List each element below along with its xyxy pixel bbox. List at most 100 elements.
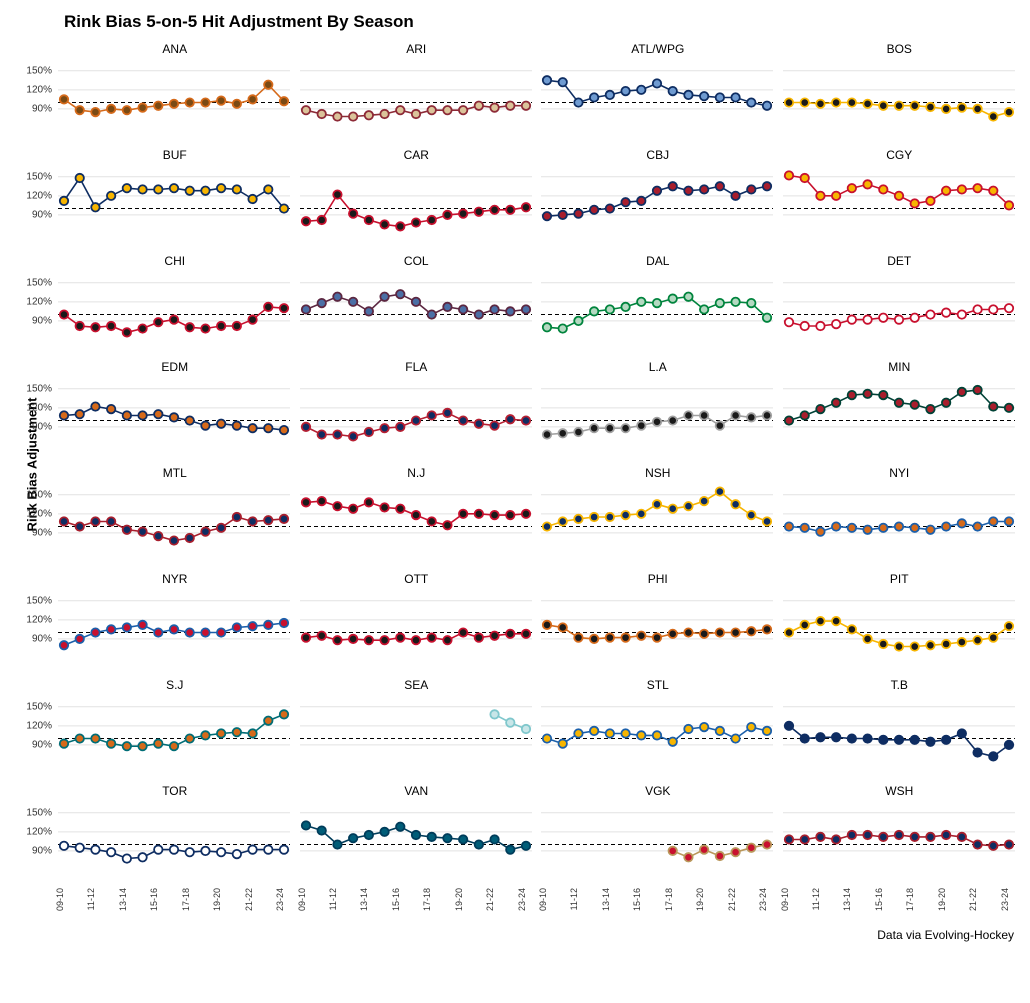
panel-tor: TOR90%120%150%	[54, 782, 296, 888]
plot-svg	[783, 58, 1015, 128]
x-tick-label: 15-16	[391, 888, 401, 911]
panel-title: CAR	[300, 146, 534, 164]
plot-svg	[58, 376, 290, 446]
x-tick-label: 23-24	[1000, 888, 1010, 911]
x-tick-label: 13-14	[359, 888, 369, 911]
chart-title: Rink Bias 5-on-5 Hit Adjustment By Seaso…	[64, 12, 1020, 32]
panel-title: BOS	[783, 40, 1017, 58]
x-tick-label: 17-18	[905, 888, 915, 911]
panel-nsh: NSH	[537, 464, 779, 570]
panel-title: BUF	[58, 146, 292, 164]
plot-svg	[300, 58, 532, 128]
panel-title: ATL/WPG	[541, 40, 775, 58]
x-tick-label: 11-12	[328, 888, 338, 910]
panel-ana: ANA90%120%150%	[54, 40, 296, 146]
panel-title: MTL	[58, 464, 292, 482]
panel-title: ANA	[58, 40, 292, 58]
x-tick-label: 13-14	[842, 888, 852, 911]
plot-svg	[58, 164, 290, 234]
x-tick-label: 17-18	[664, 888, 674, 911]
panel-title: NYI	[783, 464, 1017, 482]
plot-svg	[783, 694, 1015, 764]
panel-title: ARI	[300, 40, 534, 58]
panel-title: DET	[783, 252, 1017, 270]
panel-wsh: WSH	[779, 782, 1021, 888]
panel-title: L.A	[541, 358, 775, 376]
panel-sj: S.J90%120%150%	[54, 676, 296, 782]
plot-svg	[58, 800, 290, 870]
panel-mtl: MTL90%120%150%	[54, 464, 296, 570]
plot-svg	[541, 376, 773, 446]
x-tick-label: 11-12	[811, 888, 821, 910]
x-axis-cell: 09-1011-1213-1415-1617-1819-2021-2223-24	[296, 888, 538, 924]
y-tick-labels: 90%120%150%	[22, 270, 52, 340]
plot-svg	[300, 376, 532, 446]
x-tick-label: 19-20	[454, 888, 464, 911]
y-tick-labels: 90%120%150%	[22, 694, 52, 764]
panel-dal: DAL	[537, 252, 779, 358]
panel-nj: N.J	[296, 464, 538, 570]
panel-title: STL	[541, 676, 775, 694]
panel-cbj: CBJ	[537, 146, 779, 252]
plot-svg	[541, 164, 773, 234]
y-tick-labels: 90%120%150%	[22, 588, 52, 658]
panel-det: DET	[779, 252, 1021, 358]
panel-title: COL	[300, 252, 534, 270]
x-tick-label: 11-12	[86, 888, 96, 910]
x-tick-label: 21-22	[727, 888, 737, 911]
x-tick-label: 23-24	[517, 888, 527, 911]
panel-nyr: NYR90%120%150%	[54, 570, 296, 676]
plot-svg	[783, 482, 1015, 552]
panel-title: VAN	[300, 782, 534, 800]
panel-title: MIN	[783, 358, 1017, 376]
panel-title: WSH	[783, 782, 1017, 800]
panel-title: NYR	[58, 570, 292, 588]
x-tick-label: 21-22	[244, 888, 254, 911]
x-tick-label: 17-18	[181, 888, 191, 911]
plot-svg	[541, 800, 773, 870]
panel-fla: FLA	[296, 358, 538, 464]
plot-svg	[58, 482, 290, 552]
facet-grid: Rink Bias Adjustment ANA90%120%150%ARIAT…	[10, 40, 1020, 924]
plot-svg	[541, 270, 773, 340]
panel-title: VGK	[541, 782, 775, 800]
panel-title: S.J	[58, 676, 292, 694]
panel-title: PIT	[783, 570, 1017, 588]
x-tick-label: 09-10	[297, 888, 307, 911]
x-tick-label: 15-16	[632, 888, 642, 911]
x-tick-label: 13-14	[118, 888, 128, 911]
x-tick-label: 19-20	[212, 888, 222, 911]
panel-title: NSH	[541, 464, 775, 482]
panel-stl: STL	[537, 676, 779, 782]
panel-tb: T.B	[779, 676, 1021, 782]
chart-caption: Data via Evolving-Hockey	[10, 928, 1014, 942]
plot-svg	[541, 58, 773, 128]
x-tick-label: 23-24	[275, 888, 285, 911]
panel-chi: CHI90%120%150%	[54, 252, 296, 358]
panel-vgk: VGK	[537, 782, 779, 888]
plot-svg	[541, 588, 773, 658]
y-tick-labels: 90%120%150%	[22, 376, 52, 446]
panel-nyi: NYI	[779, 464, 1021, 570]
plot-svg	[58, 694, 290, 764]
y-tick-labels: 90%120%150%	[22, 800, 52, 870]
panel-cgy: CGY	[779, 146, 1021, 252]
x-tick-label: 13-14	[601, 888, 611, 911]
plot-svg	[58, 58, 290, 128]
panel-van: VAN	[296, 782, 538, 888]
plot-svg	[783, 270, 1015, 340]
x-tick-label: 21-22	[485, 888, 495, 911]
panel-atlwpg: ATL/WPG	[537, 40, 779, 146]
panel-title: FLA	[300, 358, 534, 376]
x-axis-cell: 09-1011-1213-1415-1617-1819-2021-2223-24	[537, 888, 779, 924]
panel-title: DAL	[541, 252, 775, 270]
panel-edm: EDM90%120%150%	[54, 358, 296, 464]
panel-buf: BUF90%120%150%	[54, 146, 296, 252]
plot-svg	[783, 164, 1015, 234]
plot-svg	[783, 588, 1015, 658]
panel-title: CBJ	[541, 146, 775, 164]
x-tick-label: 09-10	[538, 888, 548, 911]
panel-bos: BOS	[779, 40, 1021, 146]
plot-svg	[58, 270, 290, 340]
plot-svg	[783, 800, 1015, 870]
